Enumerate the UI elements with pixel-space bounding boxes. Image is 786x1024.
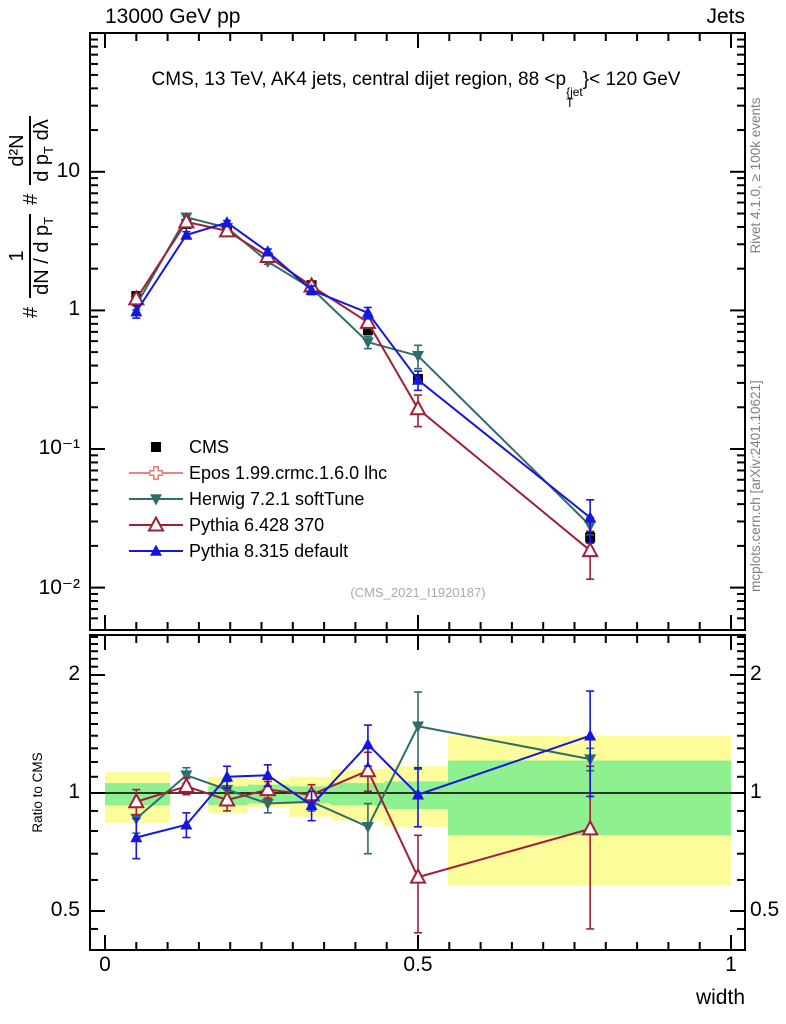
legend-item-herwig: Herwig 7.2.1 softTune: [126, 486, 387, 512]
fraction-one-over-dndpt: 1 dN / d pT: [6, 213, 57, 298]
y-tick-0p1: 10⁻¹: [38, 436, 80, 459]
legend-label: CMS: [189, 436, 229, 457]
x-axis-label: width: [695, 986, 745, 1009]
legend-label: Pythia 8.315 default: [189, 540, 349, 561]
cms-marker-icon: [126, 438, 188, 456]
x-tick-1: 1: [725, 953, 737, 976]
ratio-tick-2-right: 2: [750, 662, 762, 685]
rivet-version-note: Rivet 4.1.0, ≥ 100k events: [748, 97, 763, 254]
analysis-id-watermark: (CMS_2021_I1920187): [350, 585, 486, 600]
legend: CMS Epos 1.99.crmc.1.6.0 lhc Herwig 7.2.…: [126, 434, 387, 564]
legend-label: Pythia 6.428 370: [189, 514, 325, 535]
pythia8-marker-icon: [126, 542, 188, 560]
legend-item-cms: CMS: [126, 434, 387, 460]
hash-symbol: #: [19, 193, 42, 205]
legend-item-pythia6: Pythia 6.428 370: [126, 512, 387, 538]
y-tick-0p01: 10⁻²: [38, 576, 80, 599]
title-superscript: {jet: [566, 85, 583, 99]
legend-item-epos: Epos 1.99.crmc.1.6.0 lhc: [126, 460, 387, 486]
ratio-tick-05-left: 0.5: [50, 898, 80, 921]
ratio-tick-05-right: 0.5: [750, 898, 780, 921]
ratio-axis-label: Ratio to CMS: [30, 752, 45, 833]
x-tick-0: 0: [99, 953, 111, 976]
plot-title: CMS, 13 TeV, AK4 jets, central dijet reg…: [85, 69, 747, 110]
pt-jet-symbol: {jet T: [566, 85, 583, 111]
y-axis-label: # 1 dN / d pT # d²N d pT dλ: [6, 116, 57, 318]
y-tick-10: 10: [56, 159, 80, 182]
ratio-tick-2-left: 2: [68, 662, 80, 685]
legend-label: Herwig 7.2.1 softTune: [189, 488, 365, 509]
herwig-marker-icon: [126, 490, 188, 508]
epos-marker-icon: [126, 464, 188, 482]
ratio-tick-1-right: 1: [750, 780, 762, 803]
beam-energy-label: 13000 GeV pp: [105, 5, 241, 28]
title-subscript: T: [566, 96, 574, 111]
process-label: Jets: [706, 5, 745, 28]
title-prefix: CMS, 13 TeV, AK4 jets, central dijet reg…: [151, 69, 567, 90]
pythia6-marker-icon: [126, 515, 188, 534]
mcplots-reference-note: mcplots.cern.ch [arXiv:2401.10621]: [748, 380, 763, 592]
legend-item-pythia8: Pythia 8.315 default: [126, 538, 387, 564]
ratio-tick-1-left: 1: [68, 780, 80, 803]
legend-label: Epos 1.99.crmc.1.6.0 lhc: [189, 462, 388, 483]
x-tick-05: 0.5: [403, 953, 433, 976]
y-tick-1: 1: [68, 297, 80, 320]
title-suffix: }< 120 GeV: [582, 69, 681, 90]
